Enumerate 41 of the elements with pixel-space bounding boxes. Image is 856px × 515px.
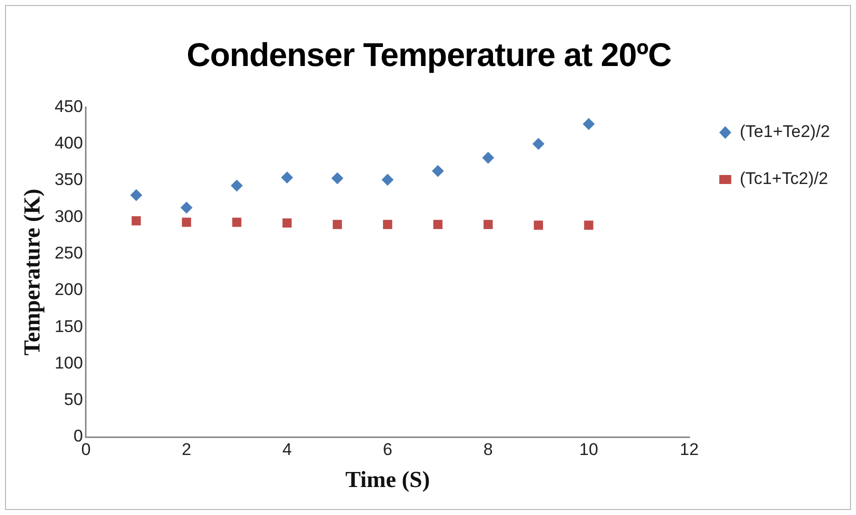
point [232,218,242,227]
point [532,138,544,150]
point [482,152,494,164]
point [132,216,141,226]
legend-label: (Tc1+Tc2)/2 [740,169,828,188]
x-axis-title: Time (S) [345,467,430,492]
point [230,180,243,192]
point [383,220,392,230]
x-tick-label: 8 [483,440,493,459]
point [484,220,493,230]
point [180,202,193,214]
point [534,220,544,230]
point [382,174,394,186]
y-tick-label: 150 [54,316,83,336]
point [182,218,192,227]
chart-title: Condenser Temperature at 20ºC [186,36,672,74]
point [582,118,595,130]
point [130,189,142,202]
y-tick-label: 200 [54,280,83,300]
x-tick-label: 6 [382,440,392,459]
point [282,218,292,228]
point [332,220,342,230]
y-tick-label: 250 [54,243,83,262]
point [432,164,444,177]
x-tick-label: 12 [680,440,699,459]
y-tick-label: 100 [54,353,83,372]
x-tick-label: 2 [182,440,192,459]
legend-label: (Te1+Te2)/2 [740,122,830,142]
x-tick-label: 4 [282,440,292,459]
y-tick-label: 0 [73,426,83,446]
point [433,220,442,230]
y-tick-label: 350 [54,170,83,190]
x-tick-label: 10 [579,440,598,459]
point [281,172,294,184]
y-tick-label: 300 [54,206,83,226]
point [584,220,594,230]
y-tick-label: 450 [54,96,83,116]
y-tick-label: 50 [64,390,83,410]
y-tick-label: 400 [54,134,83,153]
y-axis-title: Temperature (K) [20,188,45,356]
point [331,172,344,184]
